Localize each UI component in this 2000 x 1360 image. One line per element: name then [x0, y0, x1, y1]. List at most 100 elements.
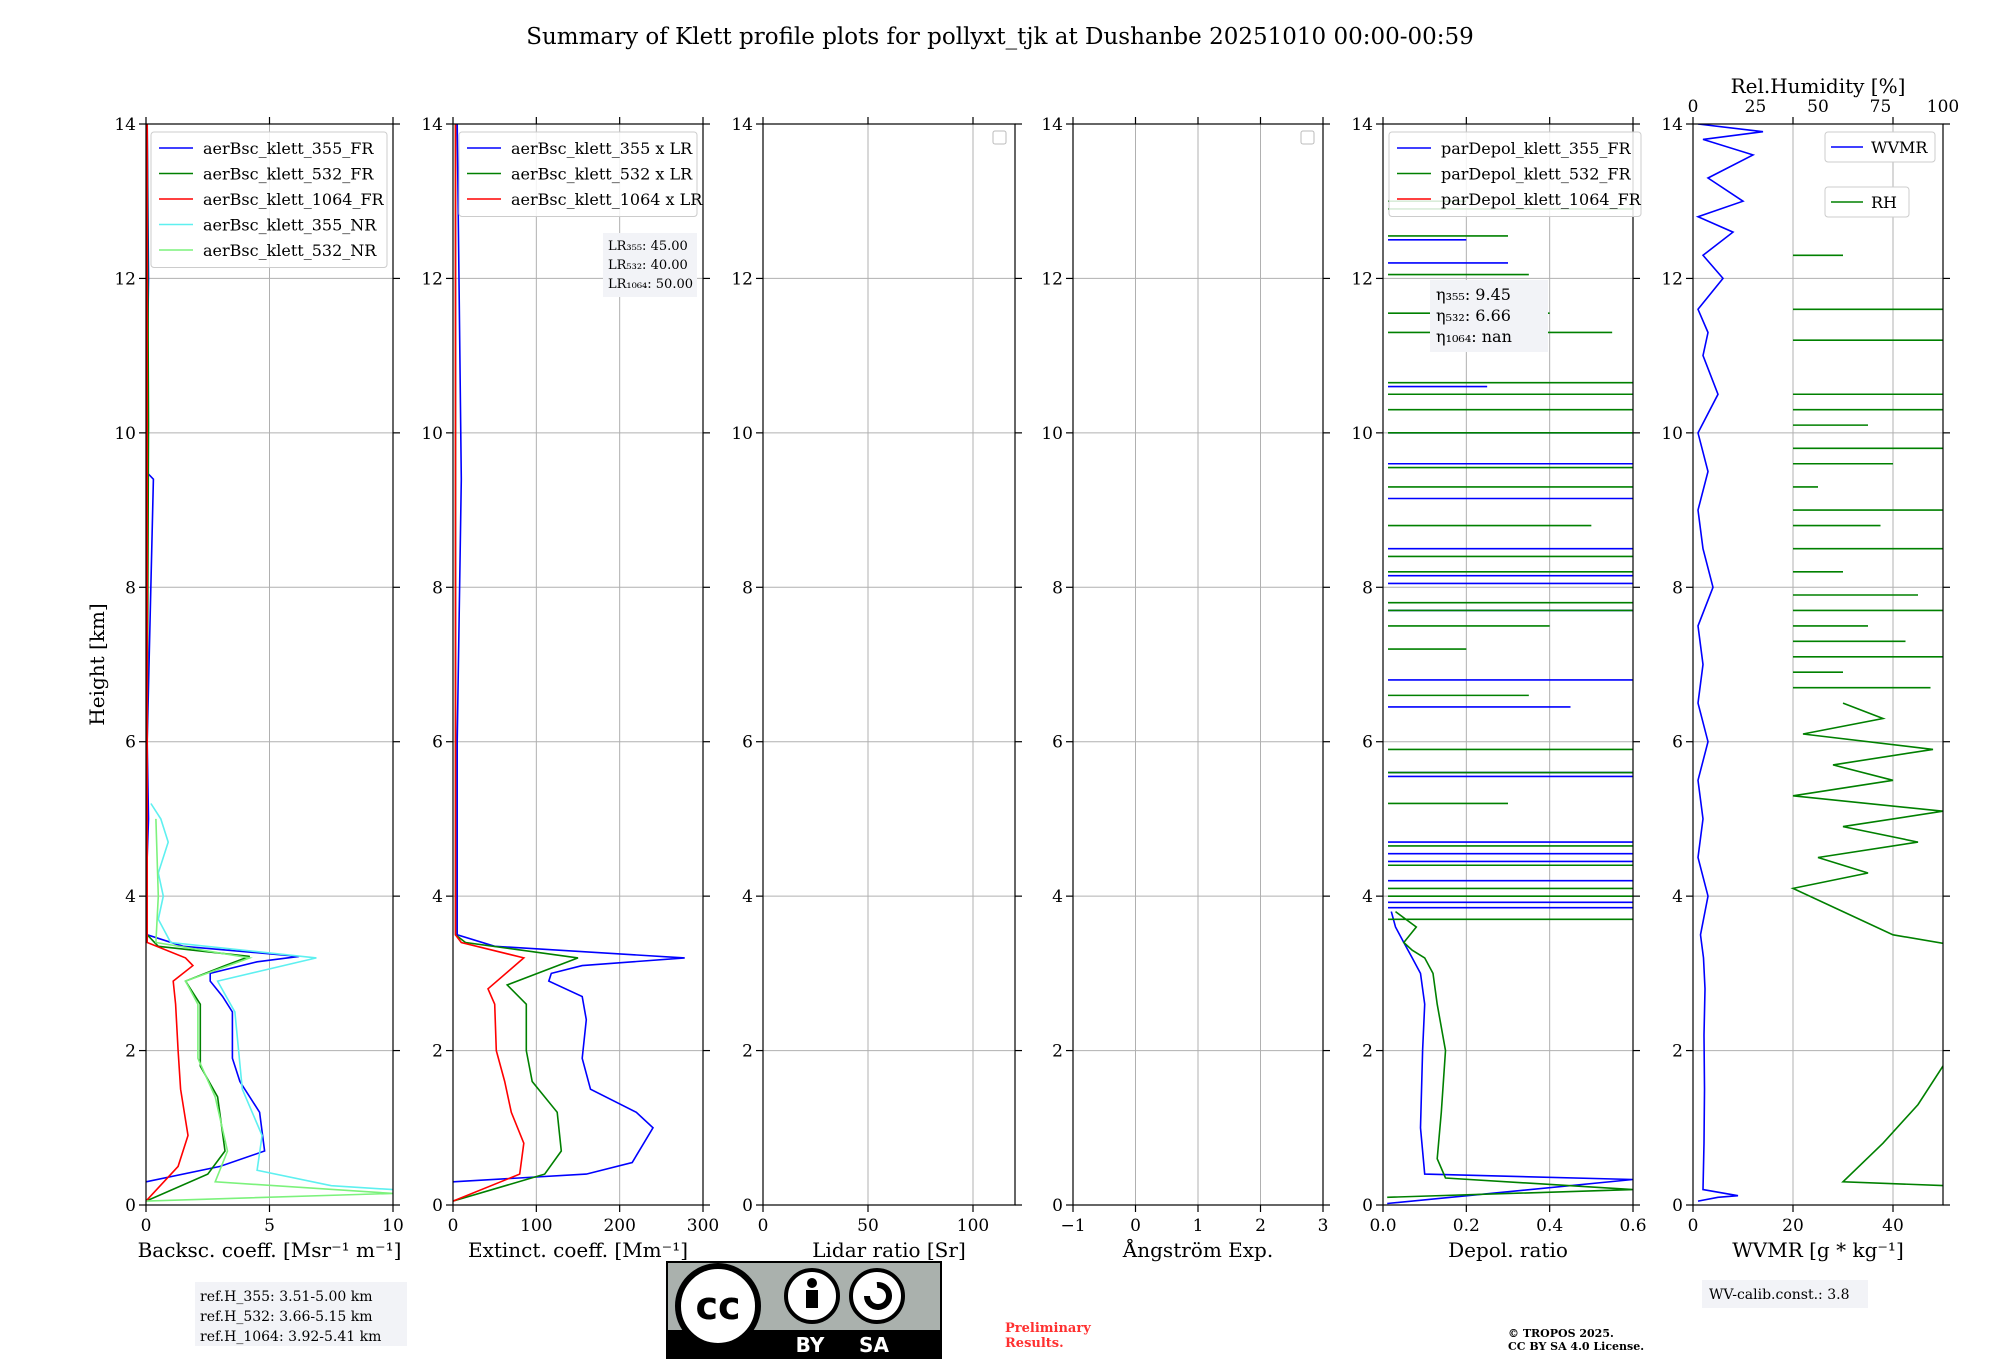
by-label: BY	[796, 1333, 825, 1357]
series-line-1	[453, 124, 685, 1183]
y-tick-label: 10	[421, 424, 443, 444]
legend-entry: RH	[1871, 193, 1897, 212]
y-tick-label: 2	[125, 1042, 136, 1062]
x-tick-label: 5	[264, 1216, 275, 1236]
axes-frame	[1382, 123, 1634, 1206]
y-tick-label: 2	[1052, 1042, 1063, 1062]
y-tick-label: 4	[125, 887, 136, 907]
legend-box	[150, 131, 388, 268]
x-tick-label: 200	[603, 1216, 635, 1236]
y-tick-label: 14	[731, 115, 753, 135]
y-tick-label: 4	[432, 887, 443, 907]
x-axis-label: Ångström Exp.	[1122, 1237, 1273, 1262]
y-tick-label: 6	[1672, 733, 1683, 753]
eta-value: η₃₅₅: 9.45	[1436, 285, 1511, 304]
y-tick-label: 2	[742, 1042, 753, 1062]
series-line-2	[1790, 702, 1943, 1187]
y-tick-label: 12	[114, 269, 136, 289]
series-line-3	[453, 124, 526, 1202]
x-axis-label: WVMR [g * kg⁻¹]	[1732, 1238, 1904, 1262]
y-tick-label: 10	[1041, 424, 1063, 444]
y-tick-label: 10	[114, 424, 136, 444]
figure-title: Summary of Klett profile plots for polly…	[526, 24, 1474, 50]
y-tick-label: 6	[742, 733, 753, 753]
x-tick-label: 0.4	[1536, 1216, 1563, 1236]
y-tick-label: 4	[1672, 887, 1683, 907]
eta-value: η₁₀₆₄: nan	[1436, 327, 1512, 346]
series-line-1	[1695, 124, 1764, 1202]
legend-entry: aerBsc_klett_532_NR	[203, 241, 377, 260]
x-tick-label: 20	[1782, 1216, 1804, 1236]
eta-value: η₅₃₂: 6.66	[1436, 306, 1511, 325]
legend-entry: parDepol_klett_1064_FR	[1441, 190, 1642, 209]
cc-license-logo: cc BY SA	[666, 1261, 942, 1359]
x-tick-label: 100	[957, 1216, 989, 1236]
x-axis-label: Lidar ratio [Sr]	[812, 1238, 966, 1262]
y-axis-label: Height [km]	[85, 603, 109, 725]
legend-box	[1824, 131, 1936, 163]
y-tick-label: 6	[125, 733, 136, 753]
lidar-ratio-value: LR₅₃₂: 40.00	[608, 258, 688, 273]
y-tick-label: 4	[1052, 887, 1063, 907]
x-tick-label: 0.2	[1453, 1216, 1480, 1236]
y-tick-label: 0	[742, 1196, 753, 1216]
series-line-4	[150, 803, 393, 1191]
y-tick-label: 10	[1661, 424, 1683, 444]
x-axis-label: Depol. ratio	[1448, 1238, 1568, 1262]
axes-frame	[1692, 123, 1944, 1206]
series-line-1	[146, 124, 300, 1183]
x-tick-label: 1	[1193, 1216, 1204, 1236]
y-tick-label: 14	[1351, 115, 1373, 135]
sa-icon	[849, 1268, 905, 1324]
y-tick-label: 10	[731, 424, 753, 444]
x-tick-label: 0.0	[1369, 1216, 1396, 1236]
axes-frame	[452, 123, 704, 1206]
results-label: Results.	[1005, 1336, 1064, 1351]
y-tick-label: 8	[1362, 578, 1373, 598]
y-tick-label: 0	[1362, 1196, 1373, 1216]
y-tick-label: 14	[114, 115, 136, 135]
y-tick-label: 8	[1052, 578, 1063, 598]
wv-calib-box: WV-calib.const.: 3.8	[1702, 1280, 1868, 1308]
y-tick-label: 6	[1052, 733, 1063, 753]
eta-box	[1430, 280, 1548, 352]
x-tick-label: 300	[687, 1216, 719, 1236]
lidar-ratio-value: LR₃₅₅: 45.00	[608, 239, 688, 254]
x-tick-label: 3	[1318, 1216, 1329, 1236]
x-tick-label: 0	[1130, 1216, 1141, 1236]
x-axis-label: Extinct. coeff. [Mm⁻¹]	[468, 1238, 688, 1262]
x-tick-label: 2	[1255, 1216, 1266, 1236]
y-tick-label: 4	[742, 887, 753, 907]
y-tick-label: 12	[421, 269, 443, 289]
lidar-ratio-value: LR₁₀₆₄: 50.00	[608, 277, 693, 292]
y-tick-label: 0	[1672, 1196, 1683, 1216]
ref-height-box: ref.H_355: 3.51-5.00 km ref.H_532: 3.66-…	[195, 1282, 407, 1346]
series-line-3	[146, 124, 195, 1202]
y-tick-label: 6	[432, 733, 443, 753]
legend-entry: aerBsc_klett_1064 x LR	[511, 190, 703, 209]
x-tick-label: 0.6	[1619, 1216, 1646, 1236]
x2-axis-label: Rel.Humidity [%]	[1731, 74, 1906, 98]
x-tick-label: 10	[382, 1216, 404, 1236]
x-tick-label: 50	[857, 1216, 879, 1236]
x2-tick-label: 50	[1807, 97, 1829, 117]
plot-area	[453, 124, 685, 1202]
empty-legend	[1300, 130, 1315, 145]
sa-label: SA	[859, 1333, 889, 1357]
series-line-2	[1387, 910, 1633, 1199]
preliminary-label: Preliminary	[1005, 1321, 1091, 1336]
cc-mark: cc	[695, 1284, 740, 1328]
x2-tick-label: 25	[1745, 97, 1767, 117]
y-tick-label: 8	[125, 578, 136, 598]
y-tick-label: 0	[125, 1196, 136, 1216]
x2-tick-label: 0	[1688, 97, 1699, 117]
x-tick-label: 100	[520, 1216, 552, 1236]
y-tick-label: 12	[1661, 269, 1683, 289]
y-tick-label: 2	[1362, 1042, 1373, 1062]
ref-height-532: ref.H_532: 3.66-5.15 km	[200, 1309, 373, 1325]
y-tick-label: 8	[1672, 578, 1683, 598]
